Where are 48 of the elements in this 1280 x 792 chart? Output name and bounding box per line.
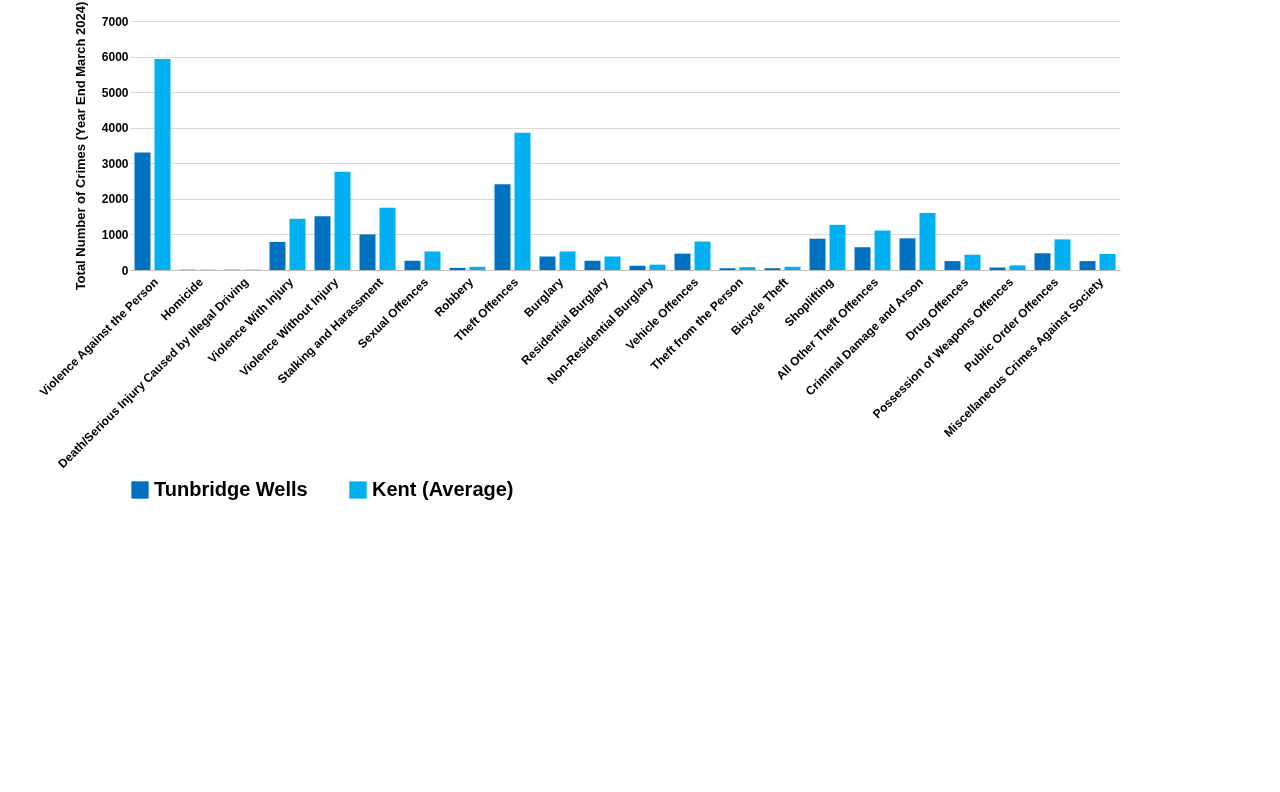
bar — [424, 251, 441, 270]
legend-label: Tunbridge Wells — [154, 478, 308, 500]
bar — [649, 264, 666, 270]
bar — [359, 234, 376, 270]
bar — [154, 59, 171, 270]
bar — [784, 266, 801, 270]
bar — [1099, 253, 1116, 270]
y-tick-label: 6000 — [101, 50, 129, 65]
bar — [469, 266, 486, 270]
bar — [854, 247, 871, 270]
bar — [629, 265, 646, 270]
y-axis-title: Total Number of Crimes (Year End March 2024) — [72, 1, 88, 291]
y-tick-label: 0 — [121, 263, 129, 278]
legend-label: Kent (Average) — [372, 478, 514, 500]
bar — [944, 261, 961, 270]
bar — [134, 152, 151, 270]
bar — [919, 213, 936, 270]
y-tick-label: 7000 — [101, 14, 129, 29]
bar — [559, 251, 576, 270]
bar — [1009, 265, 1026, 270]
y-tick-label: 1000 — [101, 227, 129, 242]
bar — [584, 260, 601, 270]
bar — [1079, 261, 1096, 270]
bar — [674, 253, 691, 270]
bar — [269, 241, 286, 270]
bar — [1054, 239, 1071, 270]
bar — [404, 260, 421, 270]
bar — [449, 267, 466, 270]
bar — [809, 238, 826, 270]
bar — [739, 267, 756, 270]
y-tick-label: 3000 — [101, 156, 129, 171]
bar — [964, 254, 981, 270]
bar — [379, 207, 396, 270]
bar — [604, 256, 621, 270]
y-tick-label: 4000 — [101, 121, 129, 136]
bar — [514, 132, 531, 270]
bar — [494, 184, 511, 270]
bar — [539, 256, 556, 270]
y-tick-label: 2000 — [101, 192, 129, 207]
bar — [289, 218, 306, 270]
bar — [334, 171, 351, 270]
bar — [874, 230, 891, 270]
bar — [899, 238, 916, 270]
bar — [694, 241, 711, 270]
bar — [1034, 253, 1051, 270]
bar — [829, 224, 846, 270]
y-tick-label: 5000 — [101, 85, 129, 100]
bar — [314, 216, 331, 270]
